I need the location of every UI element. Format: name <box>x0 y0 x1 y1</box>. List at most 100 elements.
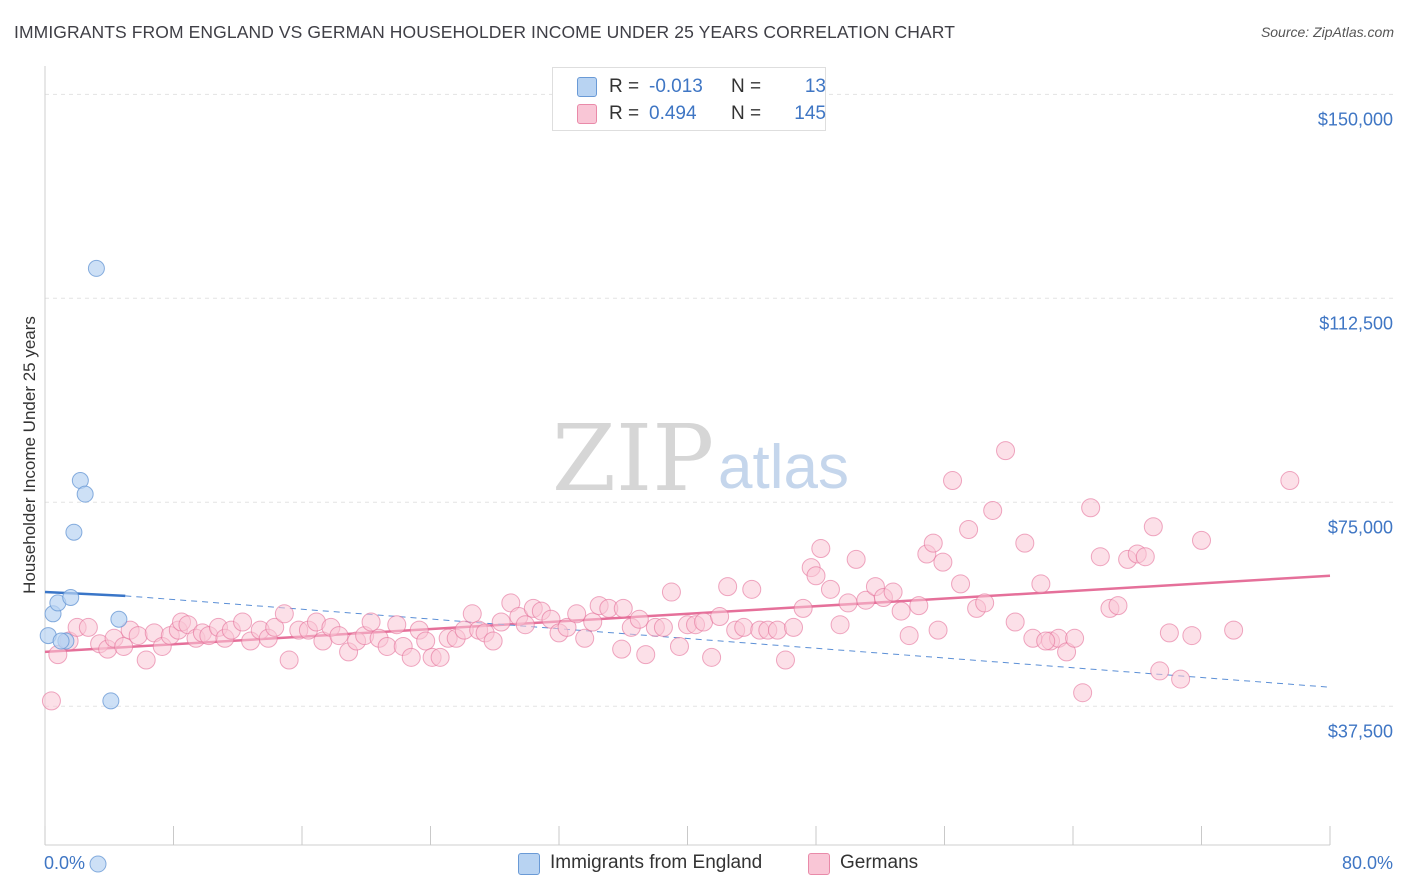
germans-point <box>41 691 61 711</box>
germans-point <box>891 601 911 621</box>
germans-point <box>1150 661 1170 681</box>
germans-point <box>653 617 673 637</box>
germans-point <box>1015 533 1035 553</box>
y-tick-label: $37,500 <box>1328 721 1393 741</box>
germans-point <box>78 617 98 637</box>
axes <box>44 66 1331 846</box>
germans-point <box>1135 547 1155 567</box>
chart-title: IMMIGRANTS FROM ENGLAND VS GERMAN HOUSEH… <box>14 22 955 42</box>
germans-point <box>1143 517 1163 537</box>
bottom-legend-germans: Germans <box>808 852 948 876</box>
germans-point <box>710 607 730 627</box>
germans-point <box>377 636 397 656</box>
y-tick-label: $75,000 <box>1328 517 1393 537</box>
germans-point <box>1036 631 1056 651</box>
germans-point <box>793 598 813 618</box>
legend: R = -0.013 N = 13 R = 0.494 N = 145 <box>552 67 826 131</box>
germans-point <box>975 593 995 613</box>
bottom-legend-swatch-england <box>518 853 540 875</box>
germans-point <box>491 612 511 632</box>
germans-point <box>114 636 134 656</box>
germans-point <box>515 615 535 635</box>
germans-point <box>838 593 858 613</box>
legend-r-value: -0.013 <box>649 76 703 97</box>
legend-n-value: 13 <box>804 76 826 97</box>
source-note: Source: ZipAtlas.com <box>1260 24 1394 40</box>
germans-point <box>575 628 595 648</box>
germans-point <box>629 609 649 629</box>
england-point <box>62 588 80 606</box>
germans-point <box>1171 669 1191 689</box>
germans-point <box>567 604 587 624</box>
legend-r-label: R = <box>609 103 640 124</box>
bottom-legend-swatch-germans <box>808 853 830 875</box>
watermark: ZIP atlas <box>552 405 849 512</box>
germans-point <box>361 612 381 632</box>
england-point <box>110 610 128 628</box>
germans-point <box>784 617 804 637</box>
x-tick-label: 80.0% <box>1342 853 1393 873</box>
germans-point <box>1182 626 1202 646</box>
england-trend-dashed <box>125 595 1331 688</box>
germans-point <box>806 566 826 586</box>
data-points <box>39 259 1300 873</box>
germans-point <box>136 650 156 670</box>
england-trend-solid <box>44 590 126 598</box>
germans-point <box>742 579 762 599</box>
germans-point <box>613 598 633 618</box>
watermark-zip: ZIP <box>552 405 714 512</box>
germans-point <box>846 549 866 569</box>
germans-point <box>718 577 738 597</box>
germans-point <box>811 539 831 559</box>
germans-point <box>702 647 722 667</box>
germans-point <box>279 650 299 670</box>
germans-point <box>923 533 943 553</box>
germans-point <box>661 582 681 602</box>
germans-point <box>1159 623 1179 643</box>
germans-point <box>128 626 148 646</box>
germans-point <box>387 615 407 635</box>
england-point <box>87 259 105 277</box>
y-tick-label: $112,500 <box>1319 313 1393 333</box>
germans-point <box>462 604 482 624</box>
legend-n-label: N = <box>731 103 762 124</box>
germans-point <box>943 471 963 491</box>
germans-point <box>1280 471 1300 491</box>
germans-point <box>933 552 953 572</box>
germans-point <box>1108 596 1128 616</box>
germans-point <box>830 615 850 635</box>
england-point <box>89 855 107 873</box>
legend-r-value: 0.494 <box>649 103 697 124</box>
germans-point <box>909 596 929 616</box>
germans-point <box>983 500 1003 520</box>
england-point <box>52 632 70 650</box>
germans-point <box>1090 547 1110 567</box>
legend-swatch-germans <box>577 104 597 124</box>
x-tick-label: 0.0% <box>44 853 85 873</box>
germans-point <box>636 645 656 665</box>
england-point <box>65 523 83 541</box>
germans-point <box>430 647 450 667</box>
legend-n-label: N = <box>731 76 762 97</box>
germans-point <box>820 579 840 599</box>
germans-point <box>883 582 903 602</box>
germans-point <box>669 636 689 656</box>
germans-point <box>951 574 971 594</box>
germans-point <box>928 620 948 640</box>
germans-point <box>1224 620 1244 640</box>
germans-point <box>583 612 603 632</box>
germans-point <box>1005 612 1025 632</box>
germans-point <box>416 631 436 651</box>
germans-point <box>775 650 795 670</box>
watermark-atlas: atlas <box>718 433 849 502</box>
england-point <box>76 485 94 503</box>
germans-point <box>401 647 421 667</box>
germans-point <box>329 626 349 646</box>
y-tick-label: $150,000 <box>1318 109 1393 129</box>
germans-point <box>612 639 632 659</box>
germans-point <box>233 612 253 632</box>
y-axis-label: Householder Income Under 25 years <box>20 316 39 594</box>
germans-point <box>274 604 294 624</box>
bottom-legend-label-england: Immigrants from England <box>550 852 763 873</box>
